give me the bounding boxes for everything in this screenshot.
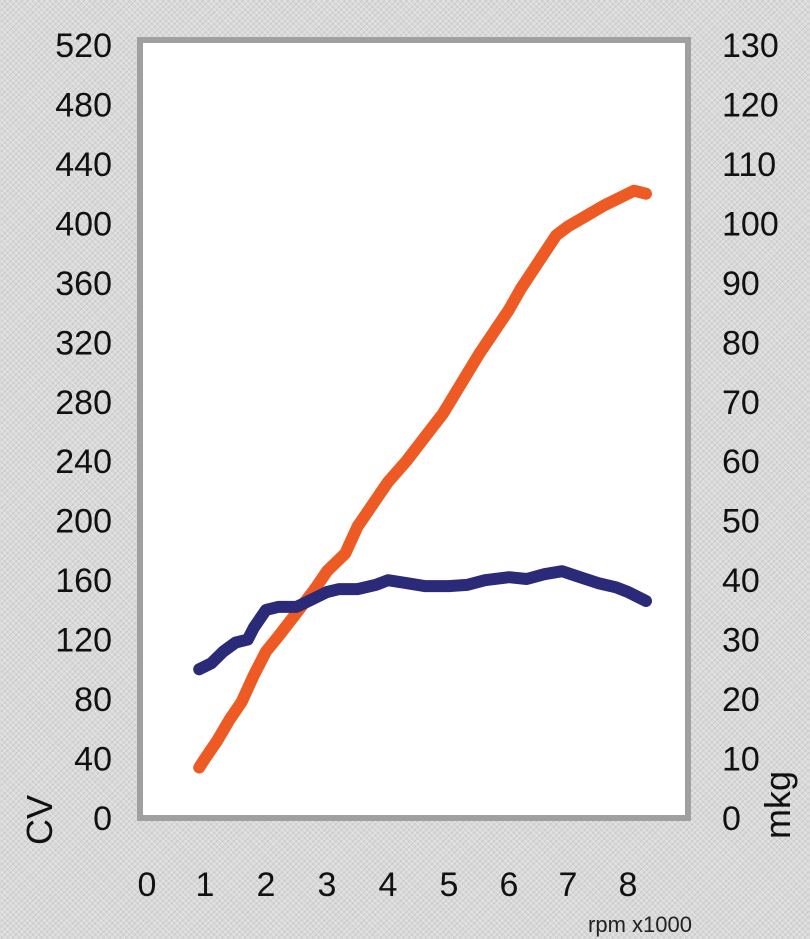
y-left-tick-label: 200 (55, 503, 112, 541)
y-left-tick-label: 480 (55, 86, 112, 124)
x-tick-label: 6 (500, 866, 519, 904)
y-right-tick-label: 0 (722, 800, 741, 838)
y-left-tick-label: 240 (55, 443, 112, 481)
y-axis-right: 0 10 20 30 40 50 60 70 80 90 100 110 120 130 (722, 27, 779, 838)
x-axis-title: rpm x1000 (588, 912, 692, 937)
y-right-tick-label: 130 (722, 27, 779, 65)
y-right-tick-label: 40 (722, 562, 760, 600)
y-right-tick-label: 50 (722, 503, 760, 541)
power-series-line (193, 184, 652, 774)
y-right-tick-label: 80 (722, 324, 760, 362)
x-tick-label: 3 (318, 866, 337, 904)
y-left-tick-label: 120 (55, 622, 112, 660)
y-axis-right-title: mkg (757, 771, 798, 839)
y-axis-left: 0 40 80 120 160 200 240 280 320 360 400 440 480 520 (55, 27, 112, 838)
y-axis-left-title: CV (19, 795, 60, 845)
y-left-tick-label: 520 (55, 27, 112, 65)
plot-area (137, 37, 691, 821)
y-left-tick-label: 40 (74, 741, 112, 779)
y-right-tick-label: 30 (722, 622, 760, 660)
y-right-tick-label: 20 (722, 681, 760, 719)
x-tick-label: 2 (257, 866, 276, 904)
y-right-tick-label: 110 (722, 146, 776, 184)
series-layer (193, 184, 652, 774)
y-right-tick-label: 60 (722, 443, 760, 481)
x-tick-label: 8 (619, 866, 638, 904)
x-tick-label: 5 (440, 866, 459, 904)
y-right-tick-label: 90 (722, 265, 760, 303)
y-left-tick-label: 0 (93, 800, 112, 838)
y-right-tick-label: 70 (722, 384, 760, 422)
y-left-tick-label: 280 (55, 384, 112, 422)
y-left-tick-label: 320 (55, 324, 112, 362)
torque-series-line (193, 565, 652, 676)
x-tick-label: 1 (196, 866, 215, 904)
y-right-tick-label: 100 (722, 205, 779, 243)
y-left-tick-label: 400 (55, 205, 112, 243)
y-left-tick-label: 440 (55, 146, 112, 184)
y-left-tick-label: 360 (55, 265, 112, 303)
y-right-tick-label: 10 (722, 741, 760, 779)
x-tick-label: 7 (559, 866, 578, 904)
y-left-tick-label: 80 (74, 681, 112, 719)
y-right-tick-label: 120 (722, 86, 779, 124)
x-axis: 0 1 2 3 4 5 6 7 8 (138, 866, 638, 904)
x-tick-label: 0 (138, 866, 157, 904)
y-left-tick-label: 160 (55, 562, 112, 600)
x-tick-label: 4 (379, 866, 398, 904)
